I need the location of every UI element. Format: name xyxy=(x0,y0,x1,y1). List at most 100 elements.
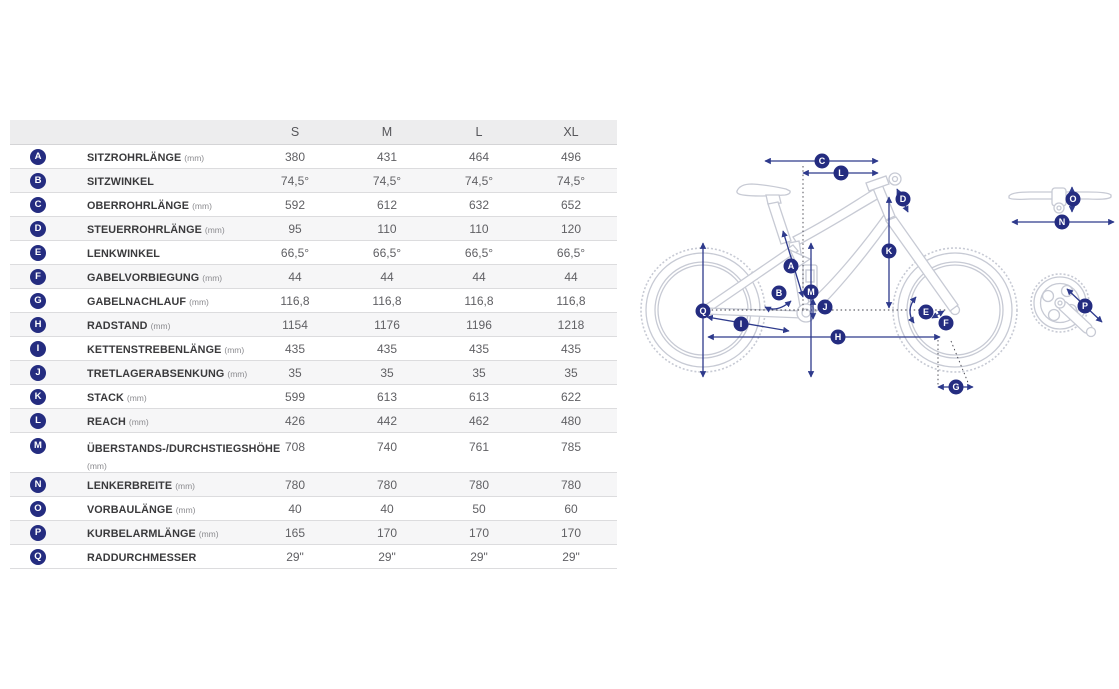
value-l: 462 xyxy=(468,413,490,428)
table-row-g: G GABELNACHLAUF (mm) 116,8 116,8 116,8 116,8 xyxy=(10,289,617,313)
value-s: 74,5° xyxy=(280,173,310,188)
value-xl: 480 xyxy=(560,413,582,428)
row-label-cell: TRETLAGERABSENKUNG (mm) xyxy=(69,364,249,382)
diagram-marker-n: N xyxy=(1054,214,1070,230)
row-label: RADSTAND xyxy=(87,319,148,332)
row-marker-badge: B xyxy=(30,172,46,189)
row-marker-badge: D xyxy=(30,220,46,237)
row-marker-cell: A xyxy=(10,148,69,165)
table-row-i: I KETTENSTREBENLÄNGE (mm) 435 435 435 435 xyxy=(10,337,617,361)
svg-text:O: O xyxy=(1069,194,1076,204)
value-l: 116,8 xyxy=(464,293,494,308)
row-marker-cell: J xyxy=(10,364,69,381)
value-l: 66,5° xyxy=(464,245,494,260)
row-label: KETTENSTREBENLÄNGE xyxy=(87,343,222,356)
value-l: 44 xyxy=(472,269,486,284)
value-m: 110 xyxy=(377,221,397,236)
row-label: GABELVORBIEGUNG xyxy=(87,271,200,284)
svg-text:P: P xyxy=(1082,301,1088,311)
row-marker-cell: L xyxy=(10,412,69,429)
row-unit: (mm) xyxy=(184,152,205,163)
row-marker-cell: I xyxy=(10,340,69,357)
row-unit: (mm) xyxy=(175,504,196,515)
value-xl: 35 xyxy=(564,365,578,380)
table-row-b: B SITZWINKEL 74,5° 74,5° 74,5° 74,5° xyxy=(10,169,617,193)
row-unit: (mm) xyxy=(202,272,223,283)
row-label-cell: SITZROHRLÄNGE (mm) xyxy=(69,148,249,166)
row-label-cell: ÜBERSTANDS-/DURCHSTIEGSHÖHE (mm) xyxy=(69,433,280,471)
value-m: 435 xyxy=(376,341,398,356)
row-label: RADDURCHMESSER xyxy=(87,551,197,564)
value-m: 431 xyxy=(376,149,398,164)
row-label-cell: GABELNACHLAUF (mm) xyxy=(69,292,249,310)
row-label: STEUERROHRLÄNGE xyxy=(87,223,202,236)
value-m: 442 xyxy=(376,413,398,428)
row-marker-cell: G xyxy=(10,292,69,309)
row-label-cell: REACH (mm) xyxy=(69,412,249,430)
row-label-cell: RADDURCHMESSER xyxy=(69,548,249,566)
row-unit: (mm) xyxy=(150,320,171,331)
row-marker-badge: C xyxy=(30,196,46,213)
row-marker-cell: Q xyxy=(10,548,69,565)
value-xl: 66,5° xyxy=(556,245,586,260)
diagram-marker-d: D xyxy=(895,191,911,207)
svg-text:Q: Q xyxy=(699,306,706,316)
value-m: 612 xyxy=(376,197,398,212)
front-wheel xyxy=(892,247,1018,373)
diagram-marker-l: L xyxy=(833,165,849,181)
row-label-cell: LENKERBREITE (mm) xyxy=(69,476,249,494)
size-header-xl: XL xyxy=(563,125,579,139)
value-l: 110 xyxy=(469,221,489,236)
table-row-q: Q RADDURCHMESSER 29" 29" 29" 29" xyxy=(10,545,617,569)
value-xl: 435 xyxy=(560,341,582,356)
row-label-cell: KURBELARMLÄNGE (mm) xyxy=(69,524,249,542)
row-label-cell: LENKWINKEL xyxy=(69,244,249,262)
row-unit: (mm) xyxy=(128,416,149,427)
table-row-e: E LENKWINKEL 66,5° 66,5° 66,5° 66,5° xyxy=(10,241,617,265)
geometry-table: S M L XL A SITZROHRLÄNGE (mm) 380 431 464 496 B… xyxy=(10,120,617,569)
row-marker-badge: N xyxy=(30,476,46,493)
svg-text:J: J xyxy=(822,302,827,312)
diagram-marker-p: P xyxy=(1077,298,1093,314)
table-row-o: O VORBAULÄNGE (mm) 40 40 50 60 xyxy=(10,497,617,521)
row-marker-badge: F xyxy=(30,268,46,285)
value-s: 599 xyxy=(284,389,306,404)
value-s: 116,8 xyxy=(280,293,310,308)
diagram-marker-f: F xyxy=(938,315,954,331)
svg-text:E: E xyxy=(923,307,929,317)
row-label: LENKERBREITE xyxy=(87,479,173,492)
value-l: 50 xyxy=(472,501,486,516)
row-marker-cell: M xyxy=(10,433,69,454)
row-label: ÜBERSTANDS-/DURCHSTIEGSHÖHE xyxy=(87,443,281,455)
value-m: 66,5° xyxy=(372,245,402,260)
row-label-cell: KETTENSTREBENLÄNGE (mm) xyxy=(69,340,249,358)
value-m: 116,8 xyxy=(372,293,402,308)
row-label: LENKWINKEL xyxy=(87,247,160,260)
row-marker-cell: D xyxy=(10,220,69,237)
bike-geometry-diagram: A B C D E F G H I J K L M N O P Q xyxy=(640,153,1115,395)
table-row-p: P KURBELARMLÄNGE (mm) 165 170 170 170 xyxy=(10,521,617,545)
row-label: KURBELARMLÄNGE xyxy=(87,527,196,540)
table-row-c: C OBERROHRLÄNGE (mm) 592 612 632 652 xyxy=(10,193,617,217)
row-label-cell: STEUERROHRLÄNGE (mm) xyxy=(69,220,249,238)
value-m: 74,5° xyxy=(372,173,402,188)
row-label: VORBAULÄNGE xyxy=(87,503,173,516)
table-header-row: S M L XL xyxy=(10,120,617,145)
svg-text:B: B xyxy=(776,288,783,298)
row-unit: (mm) xyxy=(189,296,209,307)
size-header-l: L xyxy=(475,125,483,139)
table-row-k: K STACK (mm) 599 613 613 622 xyxy=(10,385,617,409)
value-s: 66,5° xyxy=(280,245,310,260)
row-marker-badge: L xyxy=(30,412,46,429)
value-s: 1154 xyxy=(282,317,308,332)
row-marker-cell: F xyxy=(10,268,69,285)
row-unit: (mm) xyxy=(204,224,225,235)
row-label-cell: SITZWINKEL xyxy=(69,172,249,190)
row-marker-badge: I xyxy=(30,340,46,357)
row-marker-cell: B xyxy=(10,172,69,189)
table-row-j: J TRETLAGERABSENKUNG (mm) 35 35 35 35 xyxy=(10,361,617,385)
value-xl: 44 xyxy=(564,269,578,284)
value-s: 435 xyxy=(284,341,306,356)
value-l: 780 xyxy=(468,477,490,492)
table-row-f: F GABELVORBIEGUNG (mm) 44 44 44 44 xyxy=(10,265,617,289)
